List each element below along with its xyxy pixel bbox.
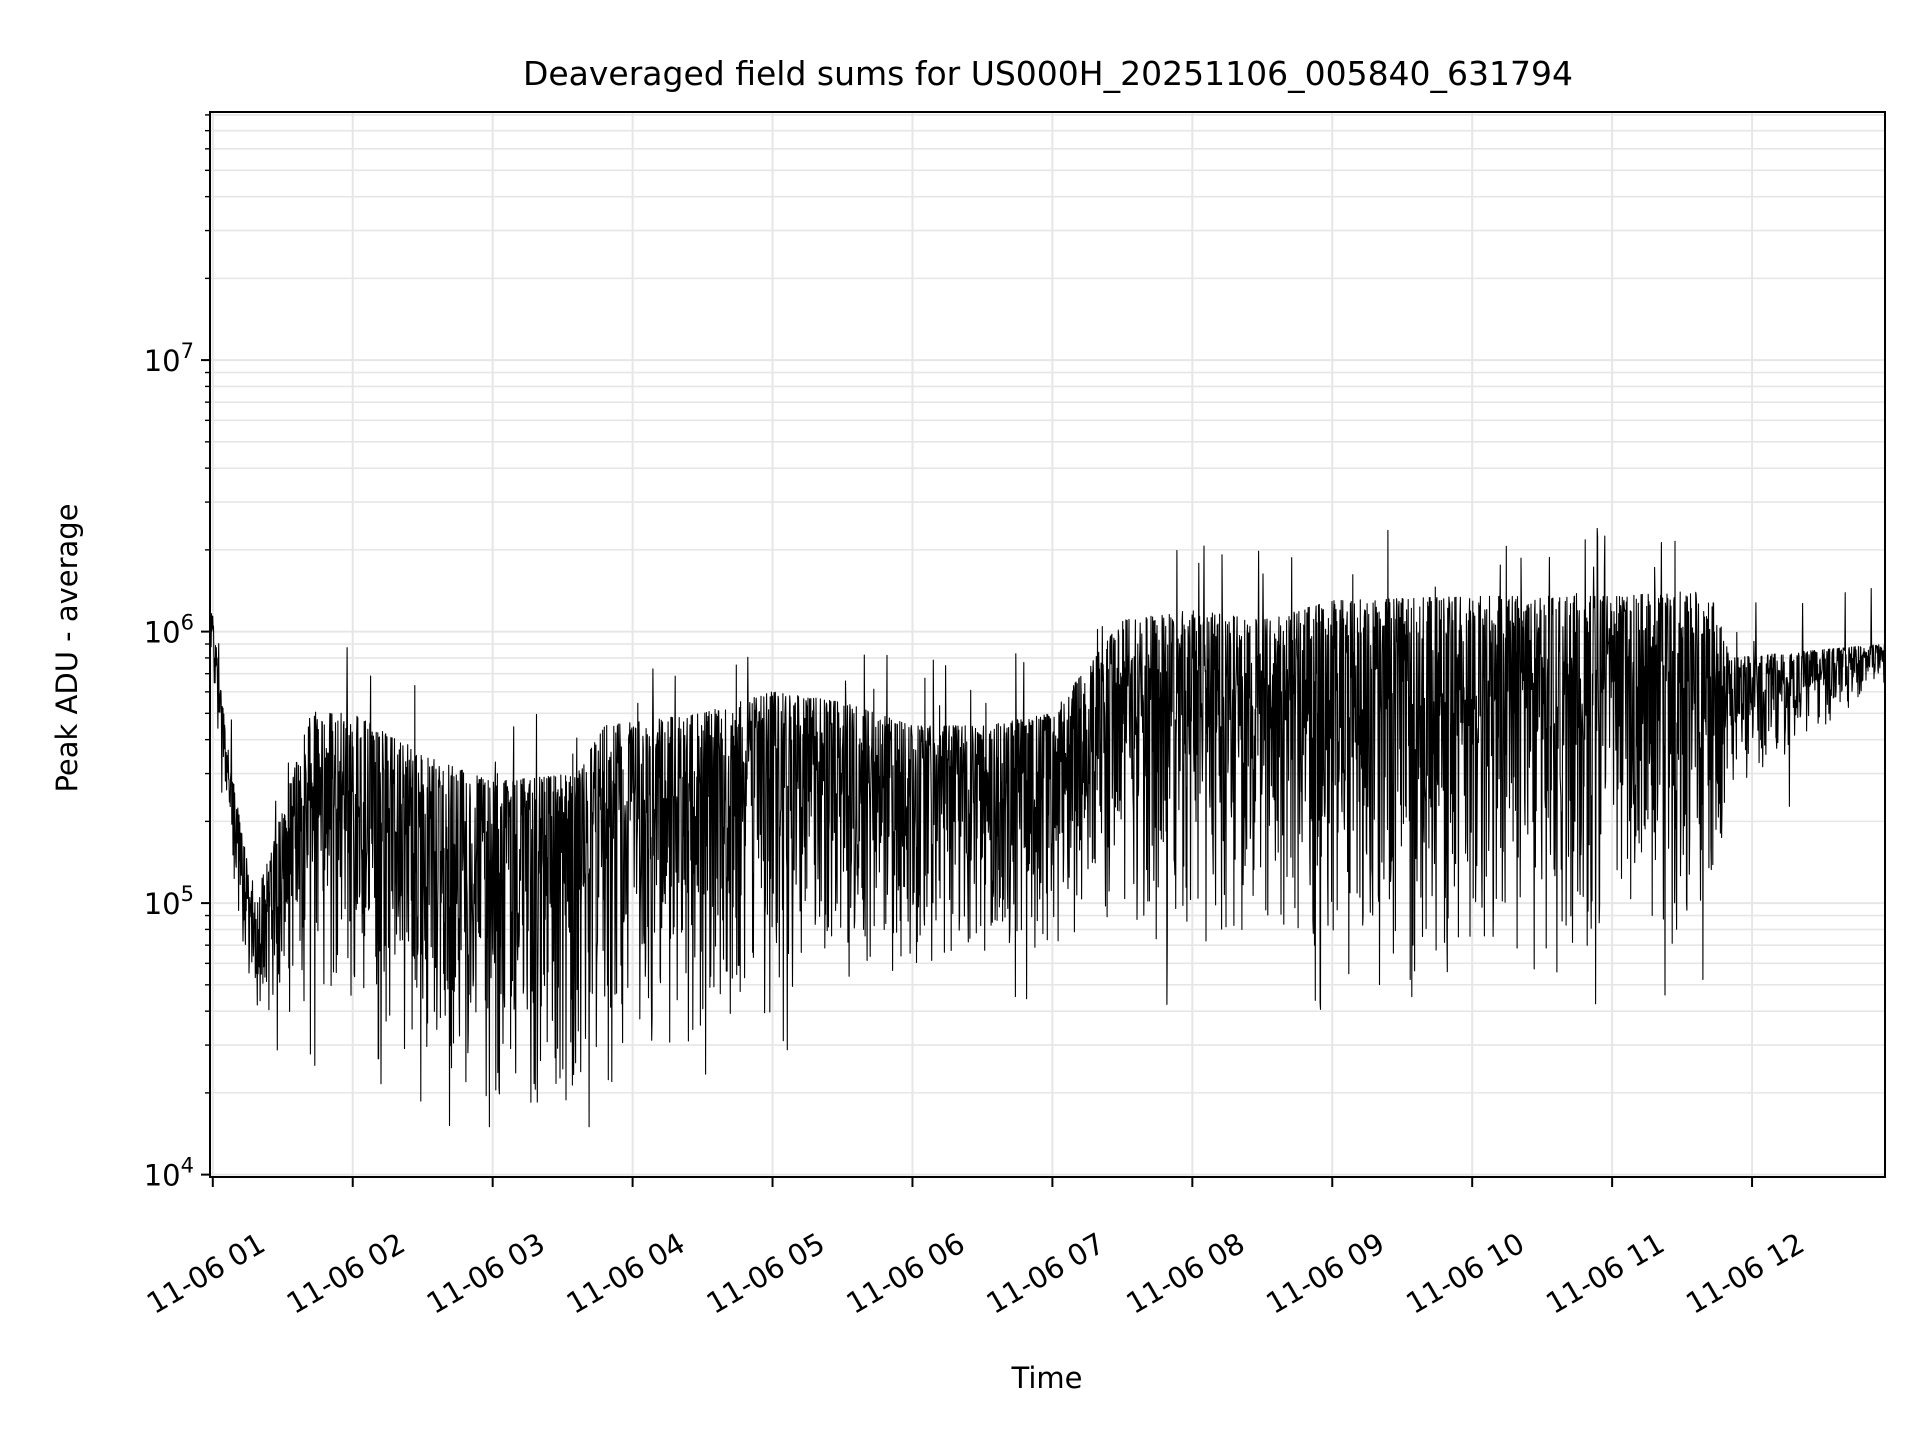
y-tick-label: 105 bbox=[144, 882, 194, 921]
x-tick-label: 11-06 02 bbox=[281, 1226, 411, 1321]
series-line bbox=[209, 527, 1886, 1128]
y-axis-label: Peak ADU - average bbox=[50, 503, 84, 792]
x-axis: 11-06 01 11-06 02 11-06 03 11-06 04 11-06 05… bbox=[141, 1177, 1810, 1321]
x-tick-label: 11-06 09 bbox=[1260, 1226, 1390, 1321]
x-tick-label: 11-06 08 bbox=[1120, 1226, 1250, 1321]
x-tick-label: 11-06 10 bbox=[1400, 1226, 1530, 1321]
y-tick-base: 10 bbox=[144, 344, 181, 378]
y-tick-base: 10 bbox=[144, 1159, 181, 1193]
x-tick-label: 11-06 07 bbox=[980, 1226, 1110, 1321]
y-tick-base: 10 bbox=[144, 616, 181, 650]
chart-title: Deaveraged field sums for US000H_2025110… bbox=[523, 54, 1573, 93]
x-tick-label: 11-06 12 bbox=[1680, 1226, 1810, 1321]
x-tick-label: 11-06 03 bbox=[421, 1226, 551, 1321]
x-tick-label: 11-06 11 bbox=[1540, 1226, 1670, 1321]
x-tick-label: 11-06 01 bbox=[141, 1226, 271, 1321]
y-tick-label: 107 bbox=[144, 339, 194, 378]
y-tick-exponent: 7 bbox=[181, 339, 194, 363]
x-tick-label: 11-06 06 bbox=[841, 1226, 971, 1321]
x-tick-label: 11-06 05 bbox=[701, 1226, 831, 1321]
y-tick-label: 106 bbox=[144, 611, 194, 650]
y-tick-exponent: 6 bbox=[181, 611, 194, 635]
series-path bbox=[209, 527, 1886, 1128]
x-tick-label: 11-06 04 bbox=[561, 1226, 691, 1321]
y-tick-base: 10 bbox=[144, 887, 181, 921]
x-axis-label: Time bbox=[1011, 1361, 1083, 1395]
y-tick-exponent: 5 bbox=[181, 882, 194, 906]
y-tick-label: 104 bbox=[144, 1154, 194, 1193]
y-tick-exponent: 4 bbox=[181, 1154, 194, 1178]
